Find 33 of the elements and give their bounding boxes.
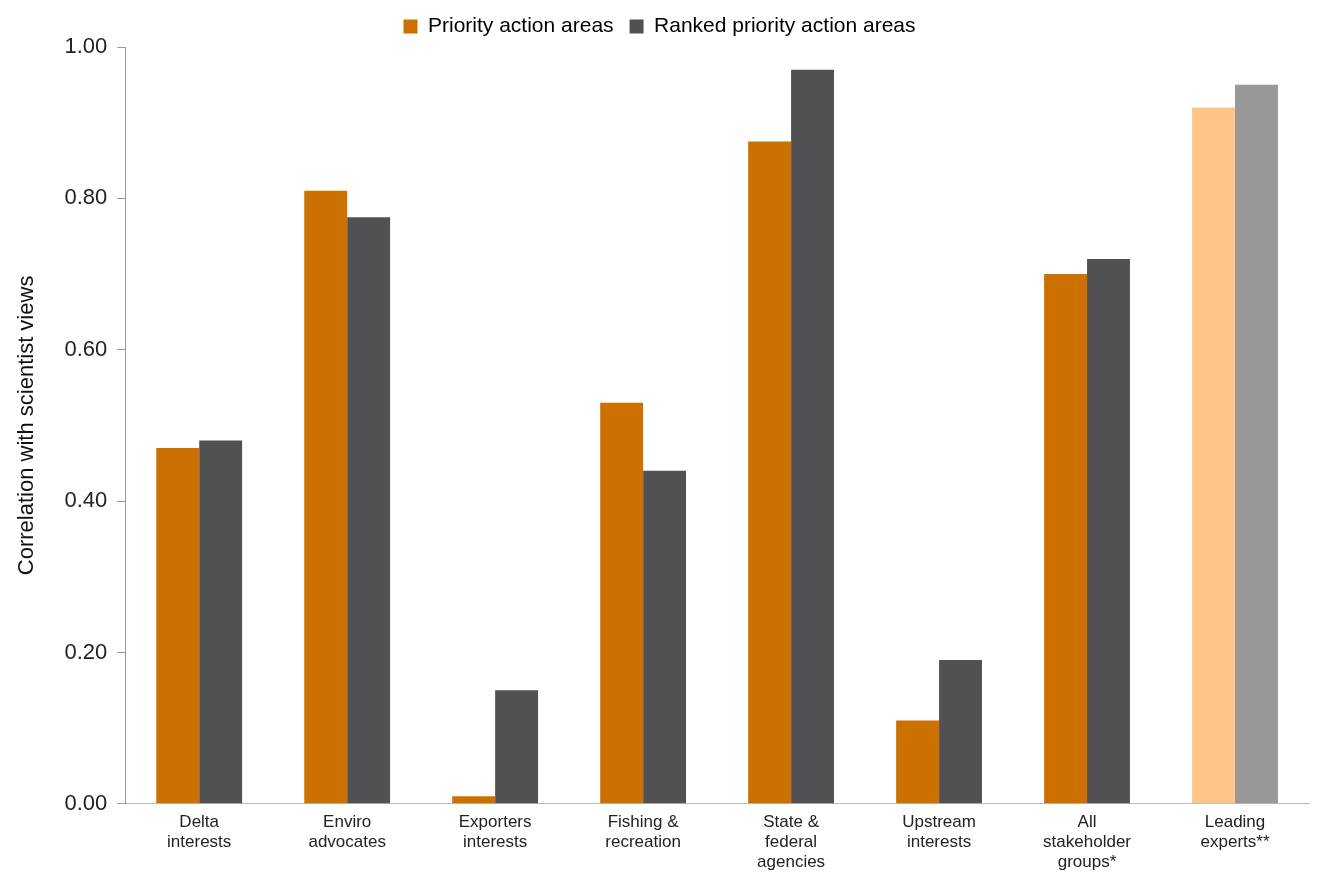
x-tick-label: Upstream interests bbox=[902, 811, 976, 852]
bar bbox=[156, 448, 200, 804]
legend-label: Ranked priority action areas bbox=[654, 13, 916, 37]
bar bbox=[1087, 258, 1130, 804]
y-tick-label: 0.00 bbox=[64, 789, 108, 815]
bar bbox=[1044, 274, 1088, 804]
bar bbox=[452, 796, 496, 804]
y-axis-title: Correlation with scientist views bbox=[13, 275, 39, 576]
bar bbox=[304, 190, 348, 804]
bar bbox=[791, 69, 835, 804]
legend-label: Priority action areas bbox=[427, 13, 614, 37]
x-tick-label: State & federal agencies bbox=[757, 811, 826, 872]
x-tick-label: Delta interests bbox=[167, 811, 232, 852]
y-tick-label: 1.00 bbox=[64, 33, 108, 59]
bar bbox=[896, 720, 940, 804]
bar bbox=[347, 217, 391, 804]
x-tick-label: Exporters interests bbox=[458, 811, 532, 852]
x-tick-label: Leading experts** bbox=[1200, 811, 1270, 852]
y-tick-label: 0.40 bbox=[64, 487, 108, 513]
y-tick-label: 0.60 bbox=[64, 335, 108, 361]
x-tick-label: All stakeholder groups* bbox=[1043, 811, 1132, 872]
y-tick-label: 0.20 bbox=[64, 638, 108, 664]
bar bbox=[748, 141, 792, 804]
bar bbox=[495, 690, 539, 804]
bar bbox=[643, 470, 687, 804]
x-tick-label: Enviro advocates bbox=[308, 811, 386, 852]
bar bbox=[939, 660, 982, 804]
bar bbox=[199, 440, 243, 804]
bar bbox=[1235, 84, 1278, 804]
y-tick-label: 0.80 bbox=[64, 184, 108, 210]
bar bbox=[1192, 107, 1236, 804]
bar bbox=[600, 402, 644, 804]
x-tick-label: Fishing & recreation bbox=[605, 811, 681, 852]
